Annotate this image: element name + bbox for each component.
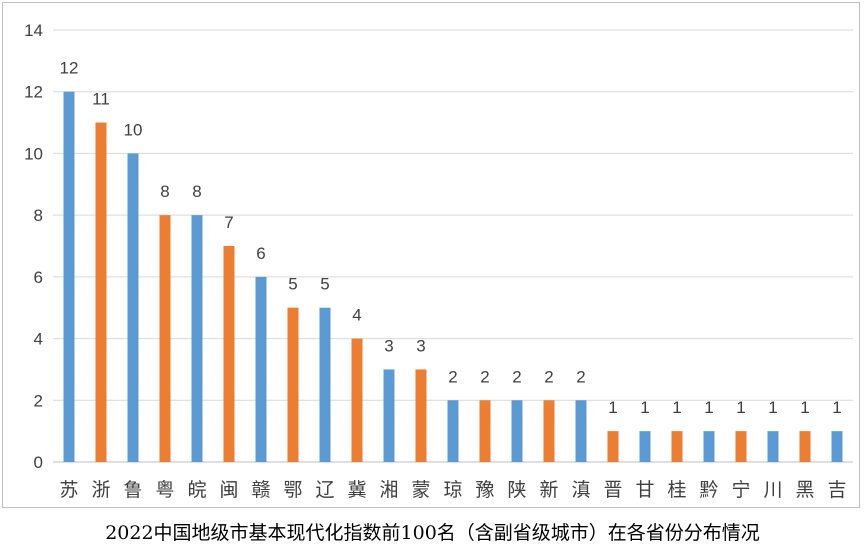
- bar: [223, 246, 235, 462]
- bars: [63, 91, 843, 463]
- category-label: 鲁: [123, 479, 142, 501]
- category-label: 闽: [219, 479, 238, 501]
- bar: [671, 431, 683, 462]
- data-label: 4: [352, 306, 361, 325]
- data-label: 7: [224, 213, 233, 232]
- bar: [255, 276, 267, 462]
- bar: [447, 400, 459, 462]
- y-tick-label: 8: [34, 206, 43, 225]
- category-label: 川: [763, 479, 782, 501]
- y-tick-label: 4: [34, 330, 43, 349]
- data-label: 8: [160, 182, 169, 201]
- data-label: 8: [192, 182, 201, 201]
- gridlines: [53, 29, 853, 463]
- category-label: 新: [539, 479, 558, 501]
- data-label: 1: [672, 398, 681, 417]
- bar: [639, 431, 651, 462]
- data-label: 2: [480, 367, 489, 386]
- data-label: 3: [384, 336, 393, 355]
- category-label: 晋: [603, 479, 622, 501]
- bar: [511, 400, 523, 462]
- data-label: 6: [256, 244, 265, 263]
- category-label: 黑: [795, 479, 814, 501]
- category-label: 浙: [91, 479, 110, 501]
- bar: [287, 307, 299, 462]
- data-label: 1: [800, 398, 809, 417]
- category-label: 鄂: [283, 479, 302, 501]
- data-label: 2: [576, 367, 585, 386]
- data-label: 1: [736, 398, 745, 417]
- bar: [351, 338, 363, 462]
- y-tick-label: 2: [34, 391, 43, 410]
- category-label: 粤: [155, 479, 174, 501]
- bar: [575, 400, 587, 462]
- bar: [607, 431, 619, 462]
- category-label: 琼: [443, 479, 462, 501]
- category-label: 陕: [507, 479, 526, 501]
- y-tick-label: 14: [24, 21, 43, 40]
- data-label: 2: [512, 367, 521, 386]
- x-axis-categories: 苏浙鲁粤皖闽赣鄂辽冀湘蒙琼豫陕新滇晋甘桂黔宁川黑吉: [59, 479, 846, 501]
- bar: [191, 215, 203, 462]
- bar: [63, 91, 75, 462]
- category-label: 桂: [667, 479, 686, 501]
- category-label: 滇: [571, 479, 590, 501]
- data-label: 1: [704, 398, 713, 417]
- bar: [159, 215, 171, 462]
- y-tick-label: 10: [24, 144, 43, 163]
- bar: [799, 431, 811, 462]
- data-label: 1: [640, 398, 649, 417]
- category-label: 蒙: [411, 479, 430, 501]
- category-label: 冀: [347, 479, 366, 501]
- category-label: 黔: [699, 479, 718, 501]
- bar: [735, 431, 747, 462]
- bar: [127, 153, 139, 462]
- category-label: 吉: [827, 479, 846, 501]
- bar: [415, 369, 427, 462]
- category-label: 赣: [251, 479, 270, 501]
- category-label: 皖: [187, 479, 206, 501]
- bar: [831, 431, 843, 462]
- category-label: 辽: [315, 479, 334, 501]
- data-label: 2: [448, 367, 457, 386]
- y-axis-ticks: 0 2 4 6 8 10 12 14: [24, 21, 43, 472]
- category-label: 宁: [731, 479, 750, 501]
- category-label: 苏: [59, 479, 78, 501]
- category-label: 甘: [635, 479, 654, 501]
- data-label: 3: [416, 336, 425, 355]
- data-label: 5: [320, 275, 329, 294]
- data-label: 1: [768, 398, 777, 417]
- y-tick-label: 12: [24, 83, 43, 102]
- data-label: 1: [608, 398, 617, 417]
- data-label: 1: [832, 398, 841, 417]
- data-label: 12: [60, 59, 79, 78]
- bar: [319, 307, 331, 462]
- data-label: 2: [544, 367, 553, 386]
- category-label: 豫: [475, 479, 494, 501]
- chart-caption: 2022中国地级市基本现代化指数前100名（含副省级城市）在各省份分布情况: [105, 522, 760, 544]
- chart-frame: 0 2 4 6 8 10 12 14 12 11 10 8 8 7 6 5 5 4 3 3 2 2 2 2 2 1 1 1 1 1 1 1 1…: [2, 2, 860, 508]
- bar: [543, 400, 555, 462]
- category-label: 湘: [379, 479, 398, 501]
- bar: [479, 400, 491, 462]
- y-tick-label: 0: [34, 453, 43, 472]
- bar: [95, 122, 107, 463]
- bar: [703, 431, 715, 462]
- bar: [767, 431, 779, 462]
- y-tick-label: 6: [34, 268, 43, 287]
- data-label: 10: [124, 120, 143, 139]
- bar: [383, 369, 395, 462]
- data-label: 5: [288, 275, 297, 294]
- data-label: 11: [92, 90, 110, 109]
